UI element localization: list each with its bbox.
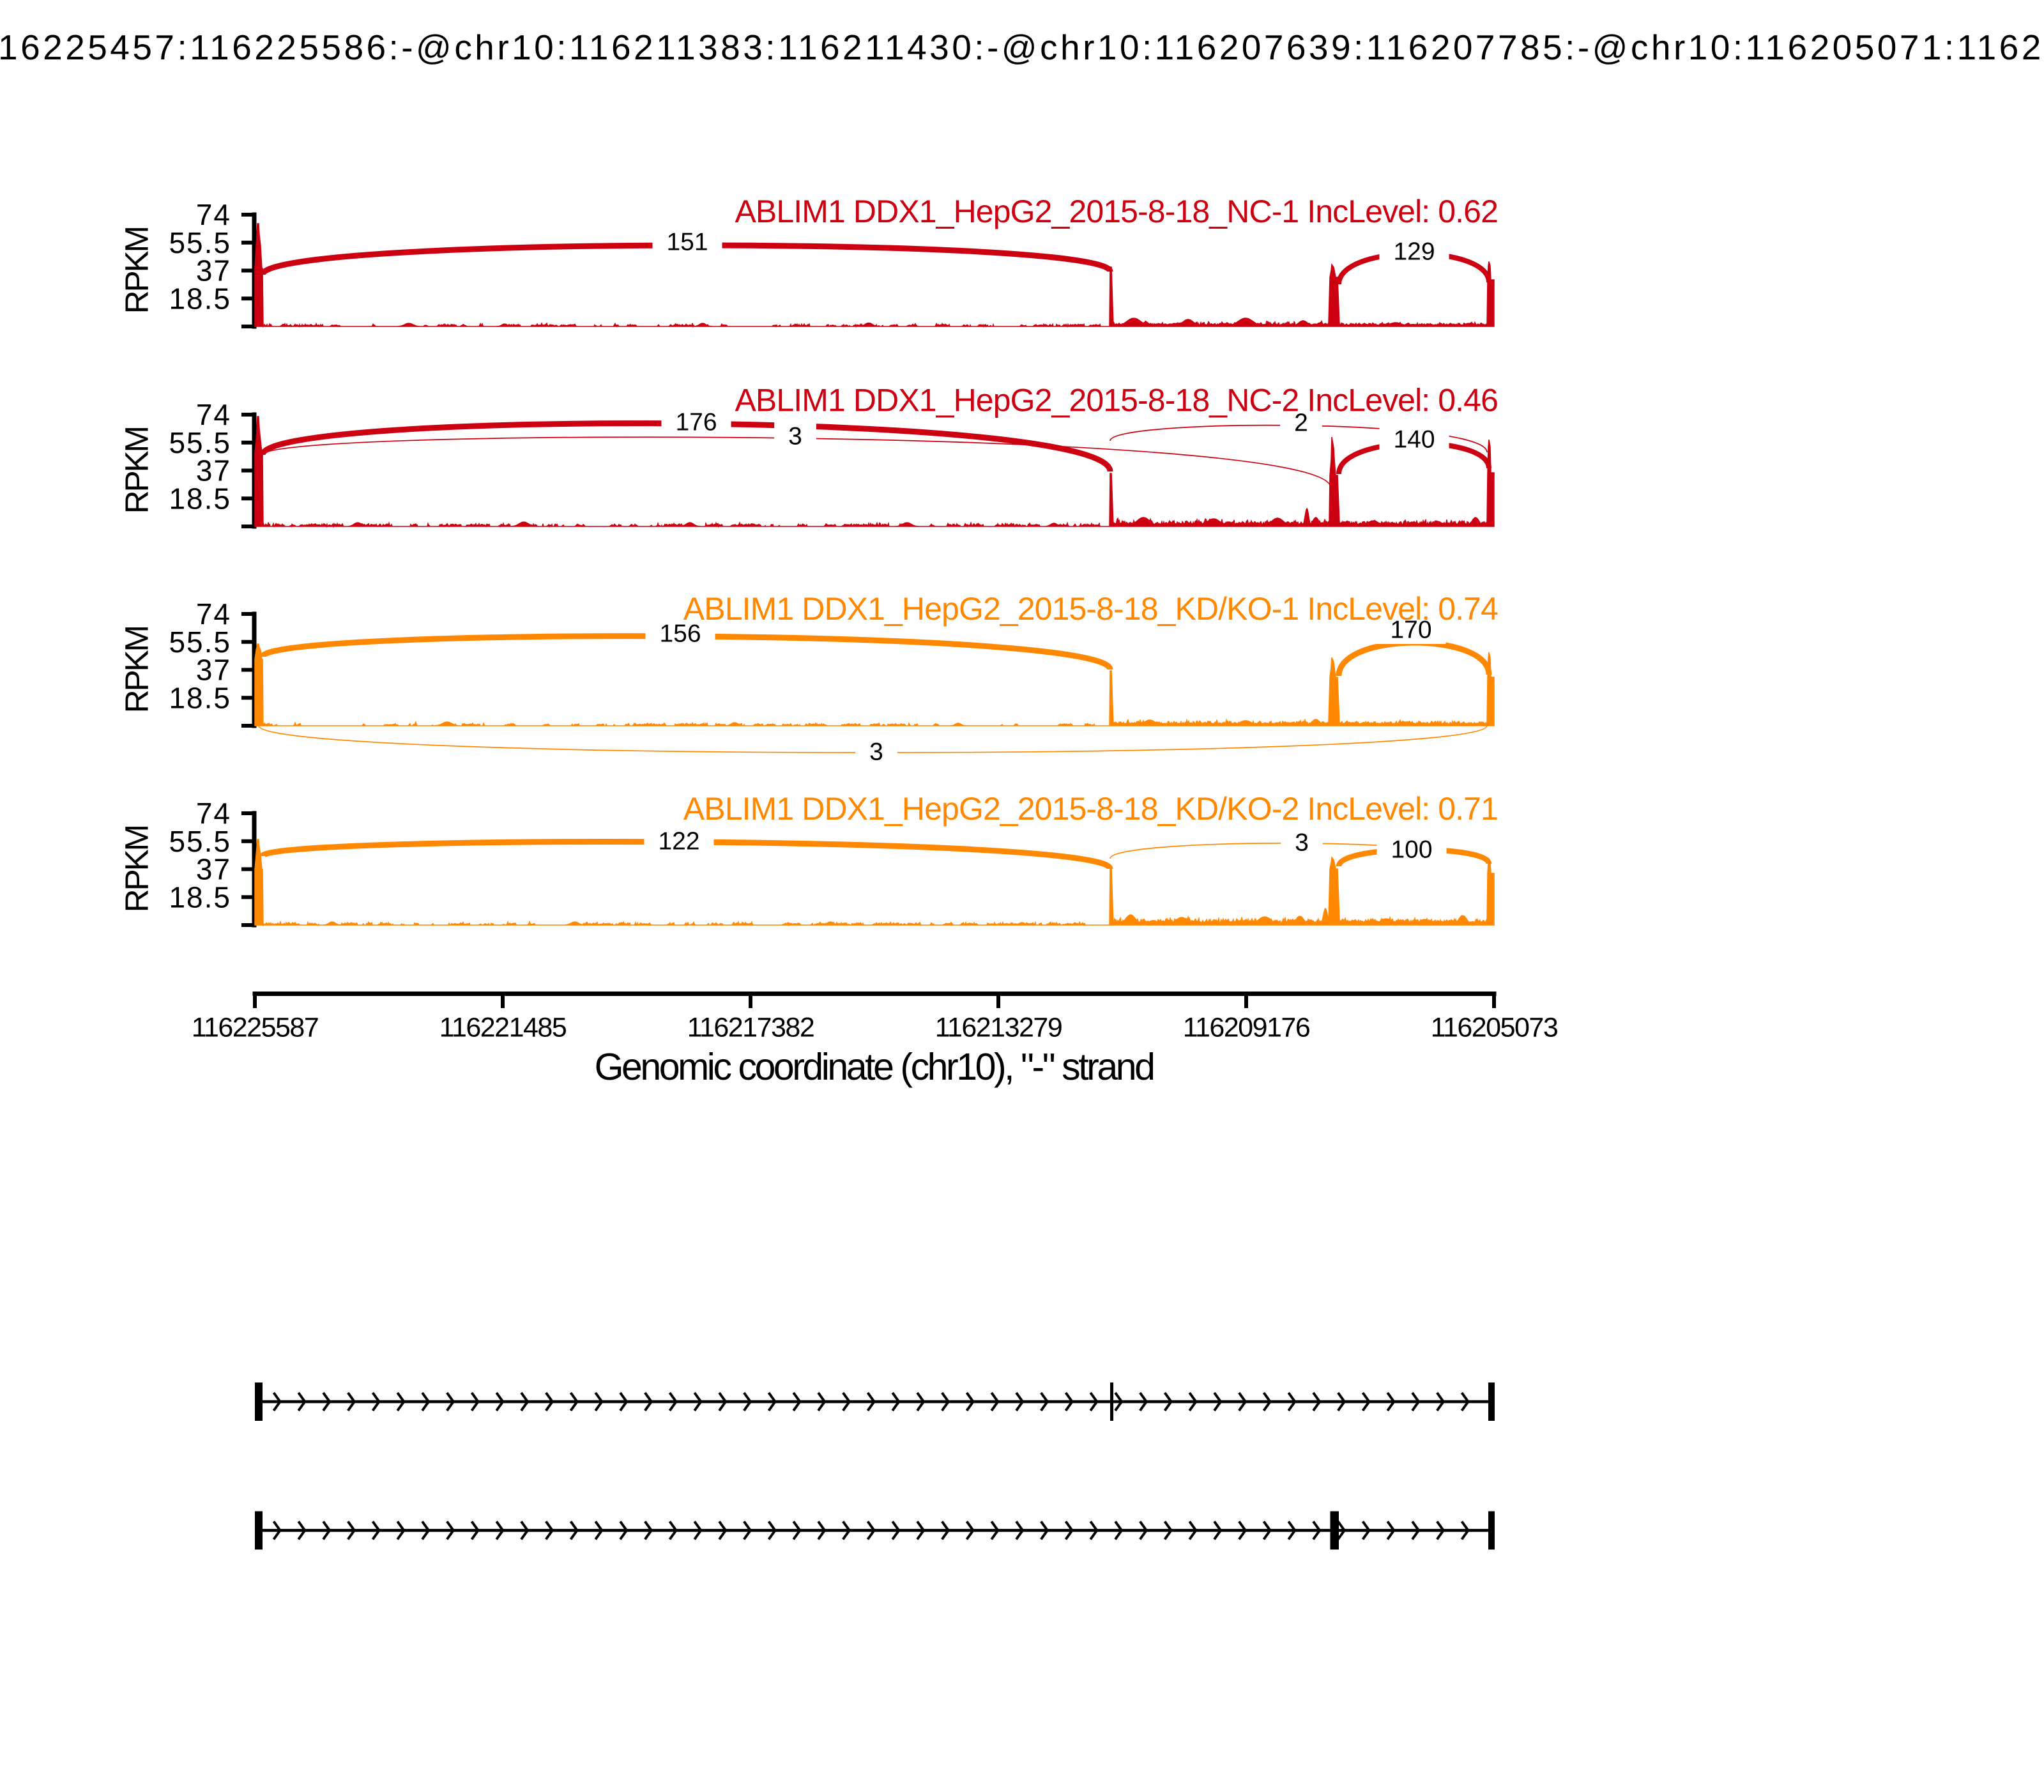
svg-text:74: 74 xyxy=(196,597,231,631)
svg-text:74: 74 xyxy=(196,797,231,830)
svg-text:100: 100 xyxy=(1391,836,1432,864)
svg-text:ABLIM1 DDX1_HepG2_2015-8-18_KD: ABLIM1 DDX1_HepG2_2015-8-18_KD/KO-1 IncL… xyxy=(683,591,1498,627)
svg-text:3: 3 xyxy=(1295,829,1309,857)
svg-text:156: 156 xyxy=(659,620,701,648)
svg-text:18.5: 18.5 xyxy=(169,282,231,315)
svg-text:18.5: 18.5 xyxy=(169,681,231,714)
svg-text:140: 140 xyxy=(1393,426,1435,454)
svg-text:37: 37 xyxy=(196,454,231,487)
svg-text:RPKM: RPKM xyxy=(119,427,155,514)
svg-text:122: 122 xyxy=(658,828,699,855)
svg-text:RPKM: RPKM xyxy=(119,627,155,713)
svg-text:55.5: 55.5 xyxy=(169,625,231,659)
svg-text:ABLIM1 DDX1_HepG2_2015-8-18_NC: ABLIM1 DDX1_HepG2_2015-8-18_NC-2 IncLeve… xyxy=(735,383,1498,418)
svg-text:116205073: 116205073 xyxy=(1431,1013,1558,1043)
svg-text:chr10:116225457:116225586:-@ch: chr10:116225457:116225586:-@chr10:116211… xyxy=(0,27,2044,67)
svg-text:Genomic coordinate (chr10), "-: Genomic coordinate (chr10), "-" strand xyxy=(595,1046,1154,1088)
svg-text:ABLIM1 DDX1_HepG2_2015-8-18_NC: ABLIM1 DDX1_HepG2_2015-8-18_NC-1 IncLeve… xyxy=(735,194,1498,229)
svg-text:37: 37 xyxy=(196,654,231,687)
svg-text:55.5: 55.5 xyxy=(169,426,231,459)
svg-text:RPKM: RPKM xyxy=(119,227,155,314)
svg-text:3: 3 xyxy=(788,423,802,450)
svg-text:55.5: 55.5 xyxy=(169,825,231,858)
svg-text:170: 170 xyxy=(1390,616,1431,644)
svg-text:18.5: 18.5 xyxy=(169,482,231,515)
svg-text:116221485: 116221485 xyxy=(439,1013,567,1043)
svg-text:37: 37 xyxy=(196,254,231,287)
svg-text:176: 176 xyxy=(675,409,717,436)
svg-text:74: 74 xyxy=(196,198,231,231)
svg-text:3: 3 xyxy=(869,739,883,766)
svg-text:ABLIM1 DDX1_HepG2_2015-8-18_KD: ABLIM1 DDX1_HepG2_2015-8-18_KD/KO-2 IncL… xyxy=(683,791,1498,827)
svg-text:116213279: 116213279 xyxy=(935,1013,1062,1043)
svg-text:37: 37 xyxy=(196,853,231,886)
svg-text:55.5: 55.5 xyxy=(169,226,231,259)
svg-text:129: 129 xyxy=(1393,238,1435,266)
svg-text:151: 151 xyxy=(666,229,708,256)
svg-text:74: 74 xyxy=(196,398,231,431)
svg-text:116217382: 116217382 xyxy=(687,1013,814,1043)
svg-text:116209176: 116209176 xyxy=(1183,1013,1310,1043)
svg-text:2: 2 xyxy=(1294,410,1308,437)
svg-text:116225587: 116225587 xyxy=(192,1013,319,1043)
svg-text:18.5: 18.5 xyxy=(169,880,231,914)
svg-text:RPKM: RPKM xyxy=(119,826,155,912)
